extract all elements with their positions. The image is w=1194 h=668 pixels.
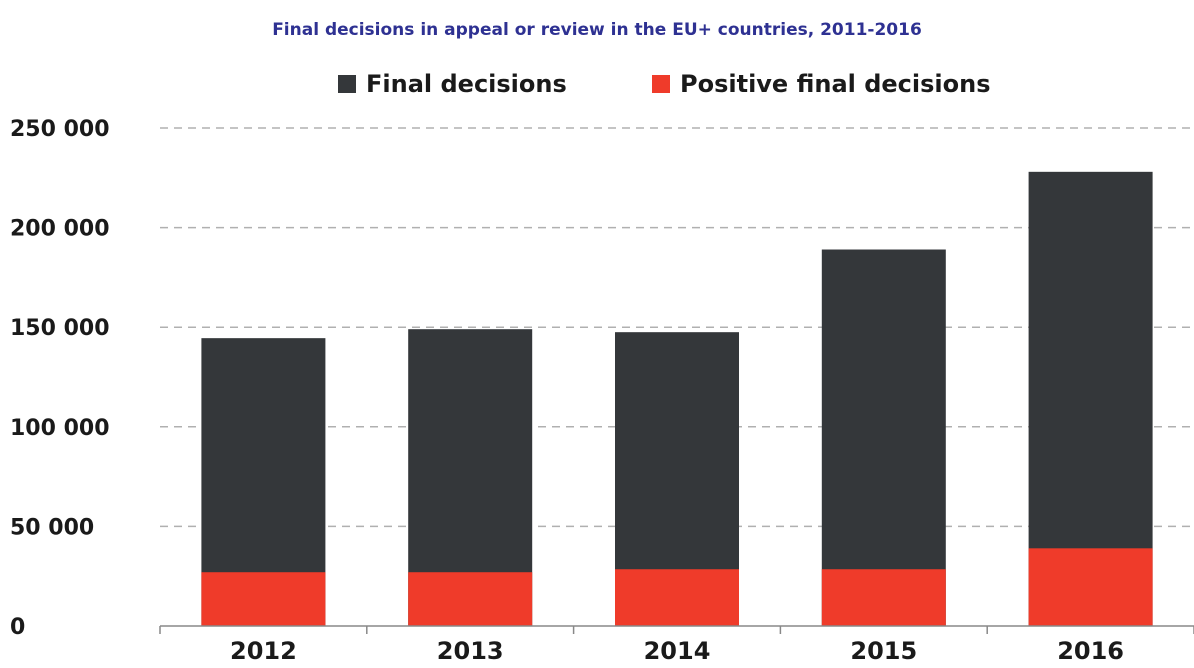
x-tick-label: 2016 xyxy=(1057,637,1124,665)
y-tick-label: 150 000 xyxy=(10,316,110,341)
chart-title: Final decisions in appeal or review in t… xyxy=(272,20,922,40)
bar xyxy=(1028,548,1153,626)
legend-swatch xyxy=(338,75,356,93)
bar xyxy=(201,572,326,626)
y-tick-label: 250 000 xyxy=(10,117,110,142)
x-tick-label: 2013 xyxy=(437,637,504,665)
y-tick-label: 50 000 xyxy=(10,515,94,540)
legend-label: Positive final decisions xyxy=(680,70,991,98)
y-tick-label: 0 xyxy=(10,615,25,640)
x-tick-label: 2015 xyxy=(850,637,917,665)
x-tick-label: 2014 xyxy=(644,637,711,665)
bar xyxy=(821,249,946,626)
bar xyxy=(615,569,739,626)
bar xyxy=(821,569,946,626)
bar xyxy=(408,572,533,626)
legend-label: Final decisions xyxy=(366,70,567,98)
legend-swatch xyxy=(652,75,670,93)
x-tick-label: 2012 xyxy=(230,637,297,665)
y-tick-label: 100 000 xyxy=(10,416,110,441)
y-tick-label: 200 000 xyxy=(10,217,110,242)
